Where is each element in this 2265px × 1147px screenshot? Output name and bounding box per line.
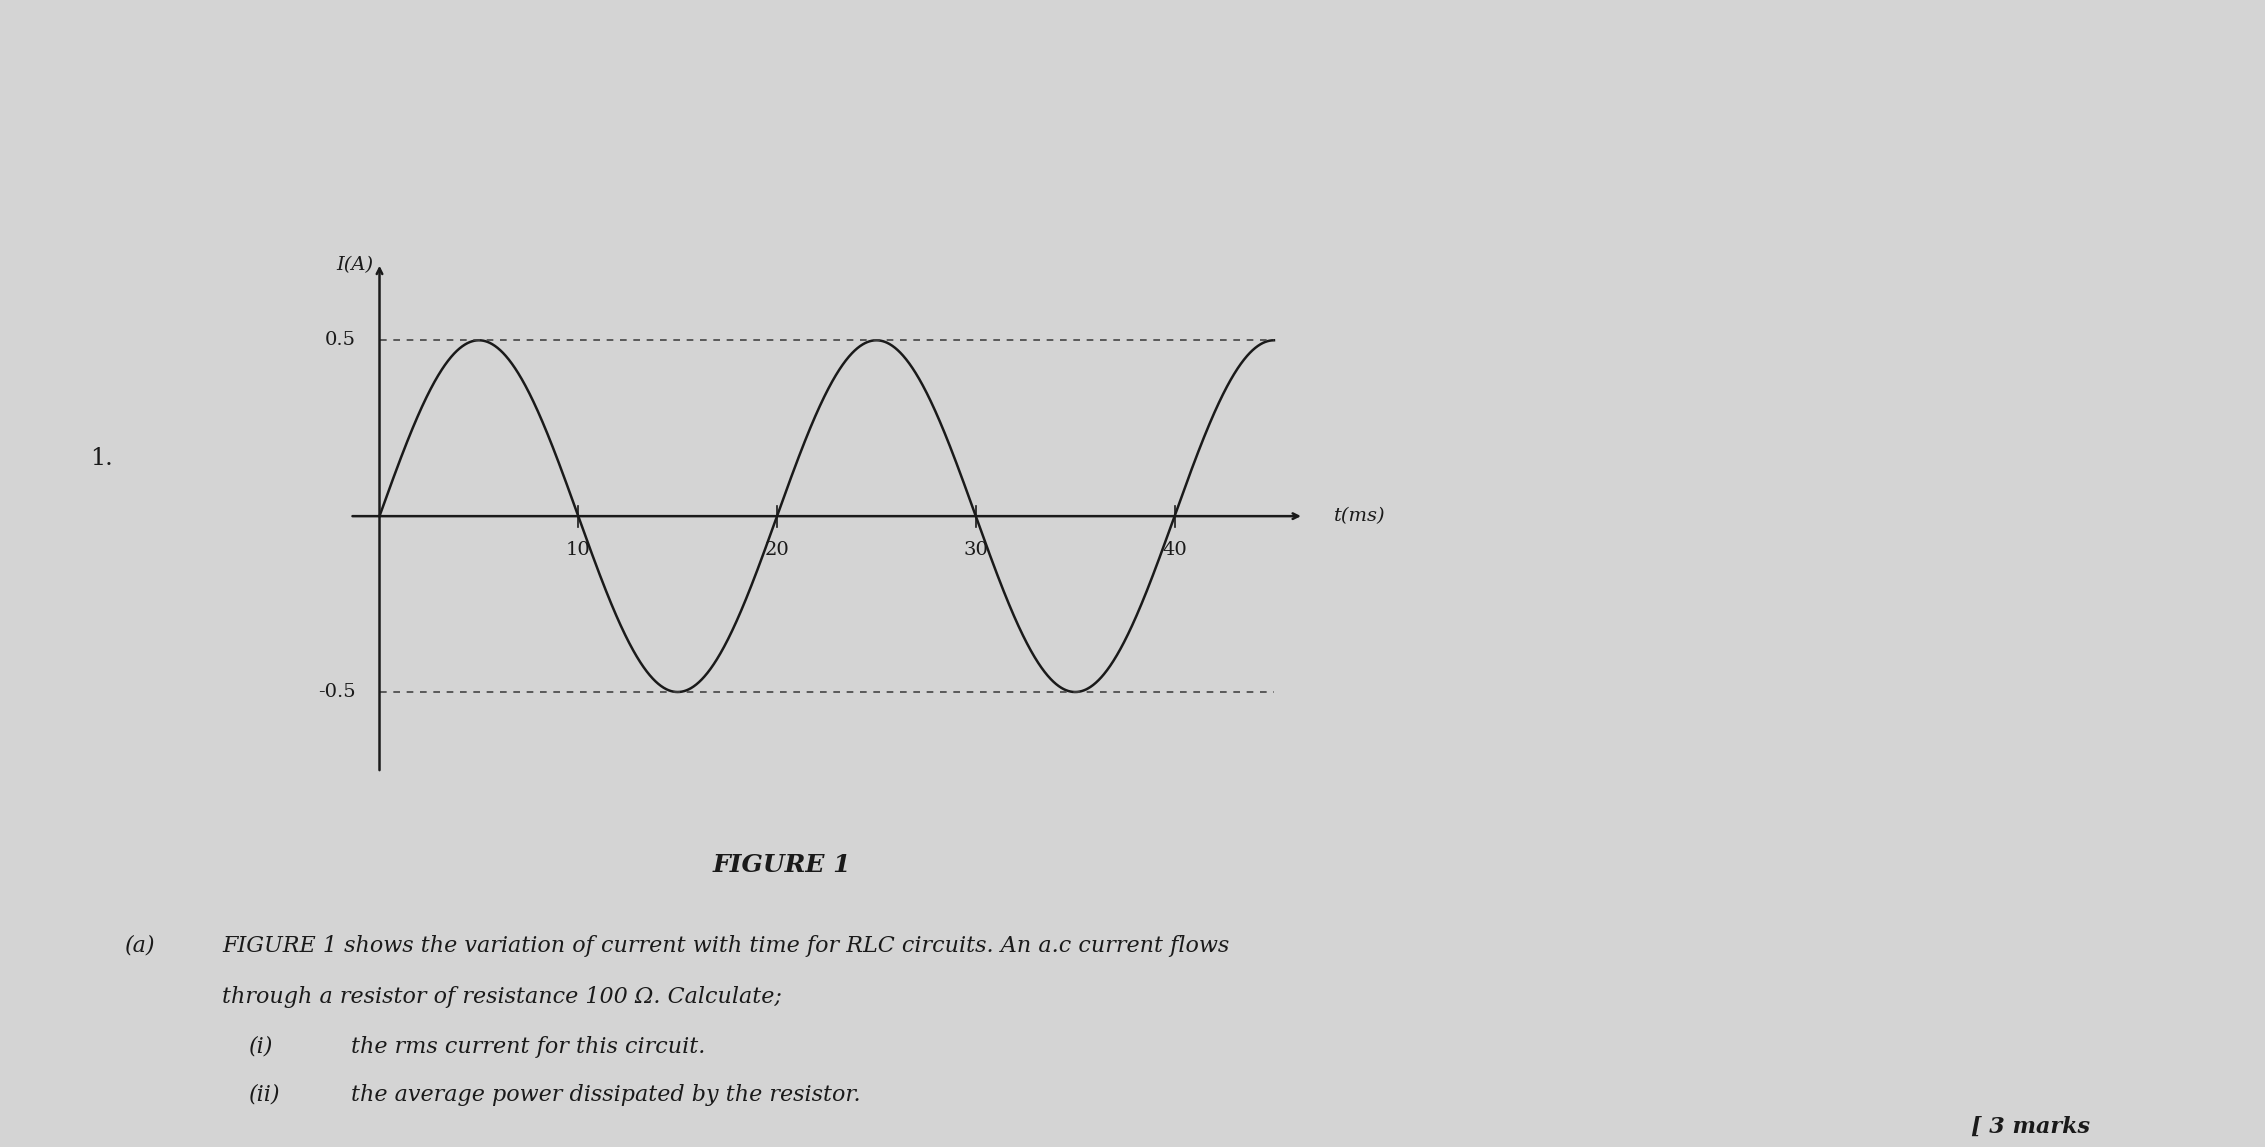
Text: [ 3 marks: [ 3 marks — [1971, 1116, 2091, 1138]
Text: (i): (i) — [249, 1036, 274, 1058]
Text: 0.5: 0.5 — [324, 331, 356, 350]
Text: 40: 40 — [1162, 540, 1187, 559]
Text: 20: 20 — [766, 540, 790, 559]
Text: 1.: 1. — [91, 447, 113, 470]
Text: FIGURE 1: FIGURE 1 — [711, 852, 852, 876]
Text: through a resistor of resistance 100 Ω. Calculate;: through a resistor of resistance 100 Ω. … — [222, 986, 781, 1008]
Text: I(A): I(A) — [337, 256, 374, 274]
Text: 10: 10 — [566, 540, 591, 559]
Text: 30: 30 — [963, 540, 988, 559]
Text: (ii): (ii) — [249, 1084, 281, 1106]
Text: (a): (a) — [125, 935, 154, 957]
Text: -0.5: -0.5 — [317, 682, 356, 701]
Text: the average power dissipated by the resistor.: the average power dissipated by the resi… — [351, 1084, 861, 1106]
Text: t(ms): t(ms) — [1334, 507, 1386, 525]
Text: FIGURE 1 shows the variation of current with time for RLC circuits. An a.c curre: FIGURE 1 shows the variation of current … — [222, 935, 1230, 957]
Text: the rms current for this circuit.: the rms current for this circuit. — [351, 1036, 704, 1058]
